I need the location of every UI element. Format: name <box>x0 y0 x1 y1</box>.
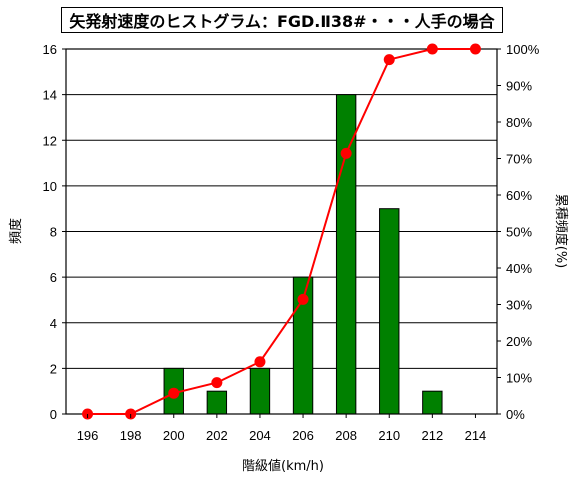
y-right-tick-label: 40% <box>506 261 532 276</box>
y-right-tick-label: 90% <box>506 79 532 94</box>
histogram-bar <box>422 390 443 415</box>
y-right-tick-label: 50% <box>506 225 532 240</box>
y-right-tick-label: 100% <box>506 42 540 57</box>
y-axis-left-label: 頻度 <box>8 218 24 244</box>
x-axis-ticks: 196 198 200 202 204 206 208 210 212 214 <box>77 414 487 443</box>
y-left-tick-label: 10 <box>43 179 57 194</box>
y-left-tick-label: 14 <box>43 88 57 103</box>
chart-title: 矢発射速度のヒストグラム：FGD.Ⅱ38#・・・人手の場合 <box>61 7 503 33</box>
y-left-tick-label: 0 <box>50 407 57 422</box>
y-left-tick-label: 6 <box>50 270 57 285</box>
x-tick-label: 208 <box>335 428 357 443</box>
y-right-tick-label: 80% <box>506 115 532 130</box>
cumulative-points <box>82 43 481 420</box>
cumulative-point <box>168 387 180 399</box>
cumulative-point <box>211 377 223 389</box>
y-right-tick-label: 0% <box>506 407 525 422</box>
y-left-tick-label: 8 <box>50 225 57 240</box>
histogram-bar <box>249 367 271 415</box>
y-left-tick-label: 16 <box>43 42 57 57</box>
histogram-bar <box>379 208 400 415</box>
y-left-tick-label: 4 <box>50 316 57 331</box>
y-right-tick-label: 20% <box>506 334 532 349</box>
cumulative-point <box>426 43 438 55</box>
x-tick-label: 212 <box>421 428 443 443</box>
cumulative-line <box>87 48 476 415</box>
y-right-tick-label: 10% <box>506 371 532 386</box>
x-tick-label: 196 <box>77 428 99 443</box>
x-tick-label: 204 <box>249 428 271 443</box>
histogram-bar <box>206 390 228 415</box>
cumulative-point <box>254 356 266 368</box>
x-tick-label: 214 <box>465 428 487 443</box>
x-axis-label: 階級値(km/h) <box>242 458 324 474</box>
x-tick-label: 198 <box>120 428 142 443</box>
cumulative-point <box>297 293 309 305</box>
cumulative-point <box>383 54 395 66</box>
y-axis-right-label: 累積頻度(%) <box>553 194 569 269</box>
grid-lines <box>66 94 497 369</box>
y-right-tick-label: 30% <box>506 298 532 313</box>
y-right-tick-label: 70% <box>506 152 532 167</box>
bars <box>163 94 443 415</box>
x-tick-label: 200 <box>163 428 185 443</box>
y-left-tick-label: 2 <box>50 361 57 376</box>
left-axis-ticks: 0 2 4 6 8 10 12 14 16 <box>43 42 66 422</box>
histogram-bar <box>335 94 357 415</box>
x-tick-label: 202 <box>206 428 228 443</box>
cumulative-polyline <box>87 48 476 415</box>
right-axis-ticks: 0% 10% 20% 30% 40% 50% 60% 70% 80% 90% 100% <box>497 42 540 422</box>
y-left-tick-label: 12 <box>43 133 57 148</box>
cumulative-point <box>469 43 481 55</box>
x-tick-label: 210 <box>378 428 400 443</box>
y-right-tick-label: 60% <box>506 188 532 203</box>
cumulative-point <box>340 147 352 159</box>
x-tick-label: 206 <box>292 428 314 443</box>
